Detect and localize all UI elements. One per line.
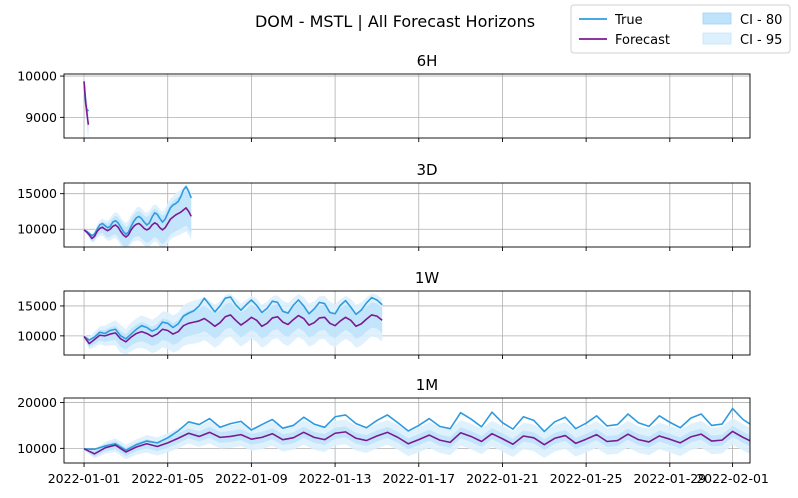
x-tick-label: 2022-01-29 <box>633 471 706 486</box>
forecast-series-line <box>83 81 90 125</box>
y-tick-label: 10000 <box>17 441 57 456</box>
x-tick-label: 2022-02-01 <box>696 471 769 486</box>
plot-area <box>83 407 750 460</box>
legend-ci95-swatch <box>702 32 732 45</box>
plot-area <box>83 184 193 247</box>
plot-area <box>83 293 383 355</box>
legend-ci80-label: CI - 80 <box>740 13 782 28</box>
x-tick-label: 2022-01-17 <box>382 471 455 486</box>
subplot-3d: 3D 10000 15000 <box>17 161 751 251</box>
ci80-band <box>84 425 750 457</box>
y-tick-label: 9000 <box>25 110 57 125</box>
subplot-title: 1M <box>416 376 439 394</box>
legend-ci95-label: CI - 95 <box>740 33 782 48</box>
ci80-band <box>84 190 192 247</box>
ci80-band <box>84 302 383 350</box>
y-tick-label: 10000 <box>17 328 57 343</box>
x-tick-label: 2022-01-21 <box>466 471 539 486</box>
subplot-title: 3D <box>416 161 437 179</box>
figure-title: DOM - MSTL | All Forecast Horizons <box>255 12 535 31</box>
legend-ci80-swatch <box>702 12 732 25</box>
legend-frame <box>570 4 791 54</box>
x-tick-label: 2022-01-01 <box>48 471 121 486</box>
axes-frame <box>63 397 751 464</box>
axes-frame <box>63 182 751 248</box>
true-series-line <box>84 407 750 451</box>
plot-area <box>83 74 90 138</box>
subplot-1m: 1M 10000 20000 2022-01-01 2022-01-05 2022-01-… <box>17 376 769 486</box>
y-tick-label: 10000 <box>17 222 57 237</box>
forecast-series-line <box>83 314 383 345</box>
y-tick-label: 10000 <box>17 69 57 84</box>
y-tick-label: 15000 <box>17 186 57 201</box>
legend: True Forecast CI - 80 CI - 95 <box>570 4 791 54</box>
y-tick-label: 15000 <box>17 298 57 313</box>
subplot-panels: 6H 9000 10000 3D 10000 15000 1W 10000 15000 1M 100… <box>17 52 769 486</box>
x-tick-label: 2022-01-09 <box>215 471 288 486</box>
x-tick-label: 2022-01-05 <box>131 471 204 486</box>
subplot-title: 6H <box>417 52 438 70</box>
forecast-series-line <box>83 207 192 240</box>
subplot-title: 1W <box>415 269 440 287</box>
axes-frame <box>63 73 751 139</box>
true-series-line <box>83 296 383 341</box>
y-tick-label: 20000 <box>17 395 57 410</box>
subplot-1w: 1W 10000 15000 <box>17 269 751 359</box>
true-series-line <box>83 185 193 237</box>
subplot-6h: 6H 9000 10000 <box>17 52 751 142</box>
axes-frame <box>63 290 751 356</box>
legend-true-label: True <box>614 13 643 28</box>
legend-forecast-label: Forecast <box>615 33 670 48</box>
x-tick-label: 2022-01-25 <box>550 471 623 486</box>
forecast-series-line <box>83 430 750 455</box>
x-tick-label: 2022-01-13 <box>299 471 372 486</box>
